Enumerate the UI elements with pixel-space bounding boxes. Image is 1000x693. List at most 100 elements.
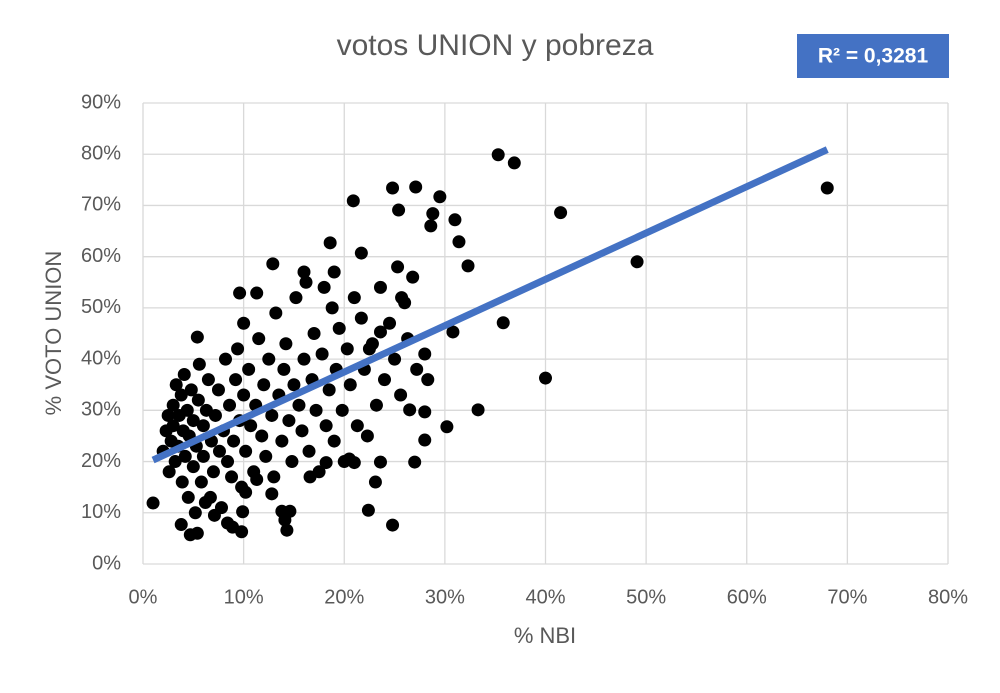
point [168, 455, 182, 469]
point [267, 470, 281, 484]
point [418, 433, 432, 447]
x-tick-label: 20% [324, 586, 364, 608]
point [433, 190, 447, 204]
point [162, 465, 176, 479]
point [219, 352, 233, 366]
trendline [151, 146, 829, 464]
x-tick-label: 80% [928, 586, 968, 608]
y-tick-label: 80% [81, 143, 121, 165]
point [285, 455, 299, 469]
point [410, 362, 424, 376]
point [169, 378, 183, 392]
point [403, 403, 417, 417]
point [383, 316, 397, 330]
point [369, 398, 383, 412]
point [178, 449, 192, 463]
point [361, 503, 375, 517]
point [186, 460, 200, 474]
point [362, 342, 376, 356]
point [346, 194, 360, 208]
point [378, 373, 391, 387]
point [452, 235, 466, 249]
point [820, 181, 834, 195]
point [237, 388, 251, 402]
point [177, 367, 191, 381]
point [266, 257, 280, 271]
y-tick-label: 60% [81, 245, 121, 267]
point [394, 388, 408, 402]
x-tick-label: 60% [727, 586, 767, 608]
point [426, 207, 440, 221]
point [265, 487, 279, 501]
point [287, 378, 301, 392]
point [196, 419, 210, 433]
point [408, 455, 422, 469]
point [368, 475, 382, 489]
point [317, 280, 331, 294]
point [327, 265, 341, 279]
point [259, 449, 273, 463]
x-tick-label: 50% [626, 586, 666, 608]
x-tick-label: 70% [827, 586, 867, 608]
point [212, 444, 226, 458]
point [354, 246, 368, 260]
point [221, 455, 235, 469]
x-tick-label: 0% [129, 586, 158, 608]
point [424, 219, 438, 233]
point [392, 203, 406, 217]
annotation: R² = 0,3281 [818, 45, 929, 68]
point [211, 383, 225, 397]
point [395, 291, 409, 305]
point [448, 213, 462, 227]
point [244, 419, 258, 433]
x-axis-label: % NBI [514, 623, 576, 648]
point [303, 470, 317, 484]
point [319, 456, 333, 470]
point [373, 280, 387, 294]
point [174, 518, 188, 532]
point [388, 352, 402, 366]
x-tick-label: 10% [224, 586, 264, 608]
chart-title: votos UNION y pobreza [337, 29, 654, 62]
y-tick-label: 50% [81, 296, 121, 318]
y-tick-label: 90% [81, 91, 121, 113]
point [146, 496, 160, 510]
point [342, 452, 356, 466]
point [277, 362, 291, 376]
point [289, 291, 303, 305]
point [161, 408, 175, 422]
point [255, 429, 269, 443]
point [236, 505, 250, 519]
point [239, 485, 253, 499]
point [319, 419, 333, 433]
point [409, 180, 423, 194]
point [262, 352, 276, 366]
point [446, 325, 460, 339]
point [174, 388, 188, 402]
point [282, 414, 296, 428]
point [269, 306, 283, 320]
point [360, 429, 374, 443]
point [421, 373, 435, 387]
point [196, 449, 210, 463]
point [354, 311, 368, 325]
point [250, 286, 264, 300]
point [194, 475, 208, 489]
point [309, 403, 323, 417]
y-axis-label: % VOTO UNION [41, 251, 66, 416]
point [297, 265, 311, 279]
point [295, 424, 309, 438]
point [418, 347, 432, 361]
point [373, 455, 387, 469]
point [191, 393, 205, 407]
point [229, 373, 243, 387]
point [166, 419, 180, 433]
point [386, 181, 400, 195]
point [386, 518, 400, 532]
point [539, 371, 552, 385]
point [507, 156, 521, 170]
point [496, 316, 510, 330]
point [206, 465, 220, 479]
point [231, 342, 245, 356]
point [391, 260, 405, 274]
